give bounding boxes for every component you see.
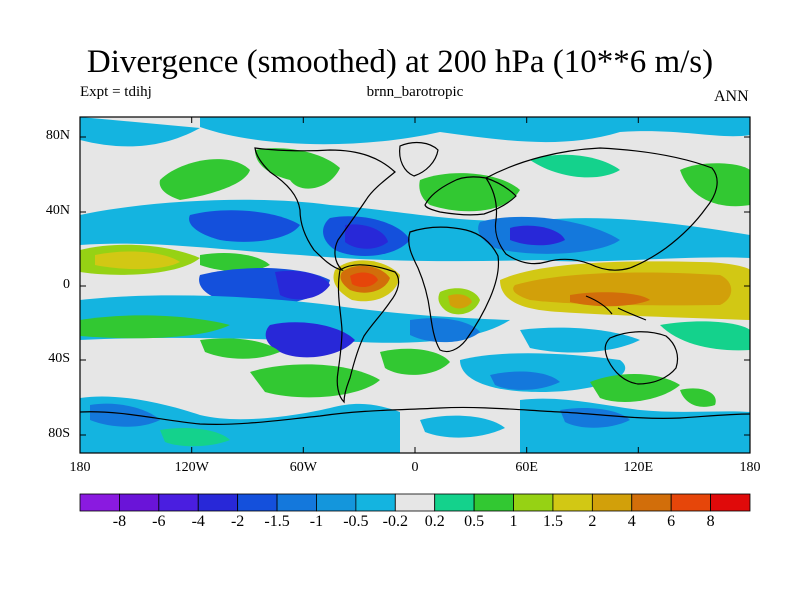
colorbar-swatch [434, 493, 475, 512]
colorbar-label: -0.2 [382, 513, 408, 530]
contour-region [80, 315, 230, 339]
contour-region [265, 322, 355, 358]
contour-region [200, 338, 280, 359]
colorbar-label: -4 [191, 513, 205, 530]
y-tick-label: 40N [45, 203, 70, 218]
colorbar-label: 0.5 [464, 513, 485, 530]
colorbar-label: 4 [627, 513, 636, 530]
contour-region [255, 148, 340, 189]
contour-region [513, 272, 732, 306]
colorbar-label: 1.5 [542, 513, 563, 530]
x-tick-marks [79, 117, 751, 453]
contour-region [410, 318, 480, 343]
colorbar-label: -8 [112, 513, 127, 530]
contour-region [189, 210, 300, 242]
colorbar-label: 1 [509, 513, 518, 530]
contour-region [90, 403, 160, 427]
x-tick-label: 0 [411, 460, 419, 475]
colorbar-swatch [197, 493, 239, 512]
contour-region [250, 364, 380, 398]
coastline-africa [408, 226, 500, 353]
contour-region [200, 253, 270, 272]
contour-region [570, 292, 650, 307]
coastline-europe [424, 176, 517, 216]
colorbar-label: -1 [309, 513, 324, 530]
contour-region [510, 225, 565, 246]
colorbar-swatch [79, 493, 120, 512]
contour-region [159, 159, 250, 200]
contour-region [345, 224, 388, 249]
colorbar-label: -0.5 [343, 513, 369, 530]
contour-region [680, 388, 716, 407]
y-tick-label: 80N [45, 128, 70, 143]
coastline-greenland [399, 141, 439, 177]
colorbar-label: -2 [230, 513, 245, 530]
colorbar-swatch [119, 493, 160, 512]
coastlines [80, 141, 750, 425]
contour-region [490, 371, 560, 390]
contour-region [420, 415, 505, 438]
contour-region [200, 117, 750, 145]
x-tick-label: 180 [69, 460, 91, 475]
colorbar-swatch [276, 493, 317, 512]
coastline-antarctica [80, 406, 750, 425]
coastline-australia [604, 331, 679, 385]
colorbar-swatch [591, 493, 633, 512]
colorbar-swatch [394, 493, 436, 512]
y-tick-label: 0 [63, 277, 70, 292]
contour-region [530, 154, 620, 178]
contour-region [275, 270, 330, 300]
colorbar-swatch [237, 493, 278, 512]
colorbar-swatch [355, 493, 396, 512]
colorbar-label: 2 [588, 513, 597, 530]
season-label: ANN [714, 88, 749, 105]
coastline-south-america [336, 264, 400, 404]
contour-region [380, 348, 450, 375]
contour-region [350, 272, 378, 288]
contour-region [680, 163, 750, 207]
colorbar-label: -1.5 [264, 513, 290, 530]
x-tick-label: 60E [515, 460, 538, 475]
colorbar-swatch [316, 493, 357, 512]
y-tick-label: 80S [48, 426, 70, 441]
x-tick-label: 180 [739, 460, 761, 475]
x-tick-label: 120E [623, 460, 654, 475]
colorbar-label: -6 [152, 513, 166, 530]
x-tick-label: 120W [174, 460, 209, 475]
y-tick-label: 40S [48, 351, 70, 366]
contour-region [419, 173, 520, 212]
colorbar-swatch [158, 493, 199, 512]
experiment-label: Expt = tdihj [80, 84, 152, 100]
coastline-north-america [254, 147, 396, 271]
x-tick-label: 60W [289, 460, 317, 475]
coastline-indonesia [585, 295, 647, 321]
y-tick-marks [80, 136, 750, 436]
case-label: brnn_barotropic [366, 84, 464, 100]
colorbar-swatch [513, 493, 554, 512]
contour-region [80, 396, 400, 453]
contour-region [80, 117, 200, 147]
colorbar-label: 6 [667, 513, 676, 530]
contour-region [660, 321, 750, 351]
colorbar-swatch [473, 493, 514, 512]
colorbar-swatch [710, 493, 751, 512]
coastline-asia [485, 147, 718, 271]
contour-region [95, 251, 180, 270]
contour-region [160, 428, 230, 447]
contour-region [448, 294, 472, 309]
colorbar-label: 8 [706, 513, 715, 530]
colorbar-swatch [670, 493, 711, 512]
colorbar-swatch [552, 493, 593, 512]
divergence-field [80, 117, 750, 453]
plot-title: Divergence (smoothed) at 200 hPa (10**6 … [86, 44, 714, 80]
colorbar-swatch [631, 493, 672, 512]
contour-region [520, 327, 640, 353]
colorbar [79, 493, 751, 512]
colorbar-label: 0.2 [424, 513, 445, 530]
